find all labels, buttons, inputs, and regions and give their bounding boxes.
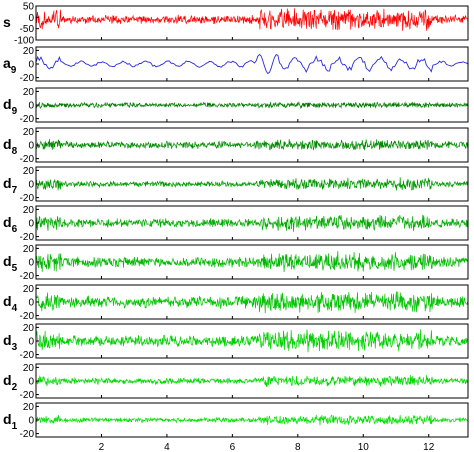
- y-tick-label: -20: [20, 154, 35, 165]
- y-tick-label: -20: [20, 114, 35, 125]
- y-tick-label: 20: [23, 127, 35, 138]
- y-tick-label: -20: [20, 311, 35, 322]
- y-tick-label: 0: [28, 298, 34, 309]
- y-tick-label: 20: [23, 402, 35, 413]
- y-tick-label: 0: [28, 258, 34, 269]
- panel-label: a9: [3, 55, 17, 76]
- x-tick-label: 12: [423, 442, 435, 452]
- x-tick-label: 10: [358, 442, 370, 452]
- series-line-d5: [35, 251, 469, 273]
- y-tick-label: -20: [20, 193, 35, 204]
- axes-box: [35, 244, 469, 280]
- panel-label: d2: [3, 372, 18, 393]
- panel-label: s: [3, 14, 11, 30]
- y-tick-label: 0: [28, 180, 34, 191]
- y-tick-label: 0: [28, 337, 34, 348]
- panel-label: d8: [3, 136, 18, 157]
- y-tick-label: 20: [23, 244, 35, 255]
- panel-label: d7: [3, 175, 18, 196]
- y-tick-label: -100: [14, 36, 34, 47]
- y-tick-label: -20: [20, 73, 35, 84]
- series-line-d1: [35, 414, 469, 426]
- y-tick-label: 0: [28, 416, 34, 427]
- series-line-d6: [35, 214, 469, 232]
- panel-label: d6: [3, 214, 18, 235]
- y-tick-label: 0: [28, 60, 34, 71]
- y-tick-label: -20: [20, 390, 35, 401]
- series-line-d2: [35, 375, 469, 387]
- panel-label: d4: [3, 293, 18, 314]
- y-tick-label: 20: [23, 205, 35, 216]
- y-tick-label: 0: [28, 141, 34, 152]
- y-tick-label: 0: [28, 219, 34, 230]
- y-tick-label: 20: [23, 363, 35, 374]
- x-tick-label: 6: [230, 442, 236, 452]
- y-tick-label: 50: [23, 2, 35, 13]
- y-tick-label: -20: [20, 429, 35, 440]
- x-tick-label: 8: [295, 442, 301, 452]
- y-tick-label: 20: [23, 284, 35, 295]
- series-line-s: [35, 8, 469, 31]
- series-line-d7: [35, 177, 469, 191]
- axes-box: [35, 46, 469, 82]
- axes-box: [35, 5, 469, 41]
- y-tick-label: -20: [20, 271, 35, 282]
- series-line-d8: [35, 139, 469, 151]
- y-tick-label: 20: [23, 166, 35, 177]
- series-line-d3: [35, 329, 469, 353]
- panel-label: d9: [3, 96, 18, 117]
- series-line-a9: [35, 53, 469, 75]
- y-tick-label: -50: [20, 24, 35, 35]
- y-tick-label: 20: [23, 323, 35, 334]
- y-tick-label: 0: [28, 101, 34, 112]
- y-tick-label: -20: [20, 232, 35, 243]
- y-tick-label: 0: [28, 13, 34, 24]
- y-tick-label: 20: [23, 46, 35, 57]
- series-line-d9: [35, 100, 469, 110]
- x-tick-label: 4: [164, 442, 170, 452]
- y-tick-label: -20: [20, 350, 35, 361]
- panel-label: d3: [3, 332, 18, 353]
- y-tick-label: 0: [28, 377, 34, 388]
- series-line-d4: [35, 291, 469, 314]
- panel-label: d5: [3, 253, 18, 274]
- panel-label: d1: [3, 411, 18, 432]
- x-tick-label: 2: [99, 442, 105, 452]
- y-tick-label: 20: [23, 87, 35, 98]
